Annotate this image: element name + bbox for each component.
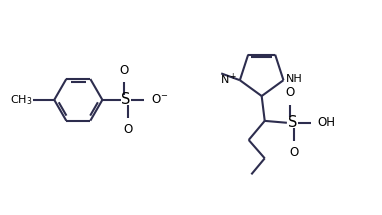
- Text: O$^{-}$: O$^{-}$: [151, 93, 168, 106]
- Text: O: O: [290, 146, 299, 159]
- Text: O: O: [123, 123, 133, 136]
- Text: NH: NH: [286, 74, 303, 84]
- Text: O: O: [120, 64, 129, 77]
- Text: CH$_3$: CH$_3$: [10, 93, 32, 107]
- Text: N$^+$: N$^+$: [220, 72, 238, 87]
- Text: S: S: [121, 92, 131, 107]
- Text: OH: OH: [318, 116, 336, 129]
- Text: O: O: [286, 86, 295, 100]
- Text: S: S: [288, 115, 297, 130]
